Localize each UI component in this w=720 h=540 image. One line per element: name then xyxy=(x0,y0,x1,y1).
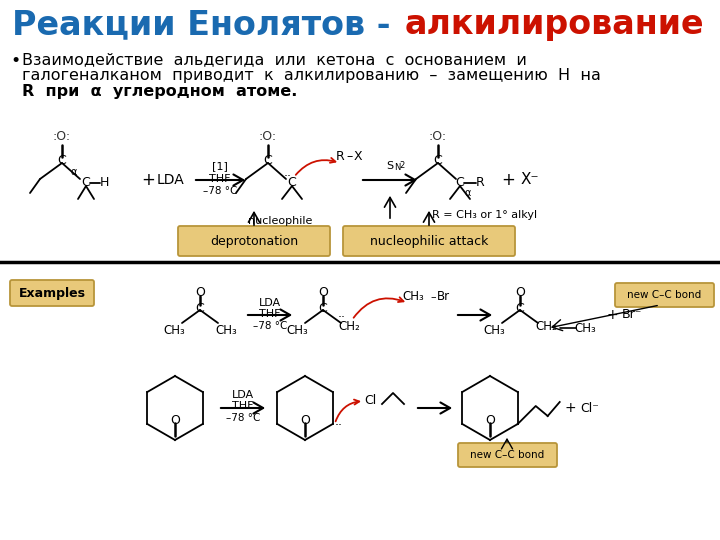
Text: CH₃: CH₃ xyxy=(215,323,237,336)
Text: алкилирование: алкилирование xyxy=(405,8,705,41)
Text: +: + xyxy=(501,171,515,189)
Text: Взаимодействие  альдегида  или  кетона  с  основанием  и: Взаимодействие альдегида или кетона с ос… xyxy=(22,52,527,67)
Text: C: C xyxy=(196,301,204,314)
Text: CH₂: CH₂ xyxy=(535,320,557,333)
Text: CH₂: CH₂ xyxy=(338,320,360,333)
Text: O: O xyxy=(485,414,495,427)
Text: +: + xyxy=(606,308,618,322)
Text: CH₃: CH₃ xyxy=(163,323,185,336)
Text: C: C xyxy=(456,177,464,190)
FancyArrowPatch shape xyxy=(296,158,336,175)
Text: –78 °C: –78 °C xyxy=(253,321,287,331)
Text: –: – xyxy=(430,292,436,302)
Text: X⁻: X⁻ xyxy=(521,172,539,187)
Text: C: C xyxy=(264,154,272,167)
Text: LDA: LDA xyxy=(259,298,281,308)
Text: CH₃: CH₃ xyxy=(286,323,308,336)
Text: nucleophilic attack: nucleophilic attack xyxy=(370,234,488,247)
Text: Реакции Енолятов -: Реакции Енолятов - xyxy=(12,8,402,41)
Text: new C–C bond: new C–C bond xyxy=(470,450,544,460)
Text: N: N xyxy=(394,164,400,172)
Text: R: R xyxy=(336,151,344,164)
Text: [1]: [1] xyxy=(212,161,228,171)
Text: Cl⁻: Cl⁻ xyxy=(580,402,600,415)
Text: X: X xyxy=(354,151,362,164)
Text: –78 °C: –78 °C xyxy=(203,186,237,196)
Text: α: α xyxy=(465,188,471,198)
Text: O: O xyxy=(195,287,205,300)
Text: THF: THF xyxy=(210,174,230,184)
Text: LDA: LDA xyxy=(156,173,184,187)
Text: +: + xyxy=(141,171,155,189)
Text: ··: ·· xyxy=(284,171,292,184)
Text: ··: ·· xyxy=(335,420,343,433)
Text: CH₃: CH₃ xyxy=(483,323,505,336)
Text: O: O xyxy=(170,414,180,427)
FancyArrowPatch shape xyxy=(336,400,359,421)
Text: C: C xyxy=(81,177,91,190)
Text: C: C xyxy=(433,154,442,167)
Text: LDA: LDA xyxy=(232,390,254,400)
Text: C: C xyxy=(319,301,328,314)
Text: new C–C bond: new C–C bond xyxy=(627,290,701,300)
Text: C: C xyxy=(58,154,66,167)
Text: •: • xyxy=(10,52,20,70)
Text: :O:: :O: xyxy=(259,131,277,144)
Text: R  при  α  углеродном  атоме.: R при α углеродном атоме. xyxy=(22,84,297,99)
Text: Cl: Cl xyxy=(364,394,376,407)
Text: +: + xyxy=(564,401,576,415)
Text: O: O xyxy=(515,287,525,300)
Text: Examples: Examples xyxy=(19,287,86,300)
Text: α: α xyxy=(71,167,77,177)
Text: deprotonation: deprotonation xyxy=(210,234,298,247)
Text: Br⁻: Br⁻ xyxy=(622,308,642,321)
Text: H: H xyxy=(99,177,109,190)
FancyBboxPatch shape xyxy=(615,283,714,307)
Text: ··: ·· xyxy=(338,312,346,325)
FancyBboxPatch shape xyxy=(178,226,330,256)
Text: 2: 2 xyxy=(400,161,405,171)
Text: nucleophile: nucleophile xyxy=(248,216,312,226)
Text: –: – xyxy=(347,151,353,164)
Text: C: C xyxy=(516,301,524,314)
Text: THF: THF xyxy=(233,401,253,411)
Text: S: S xyxy=(387,161,394,171)
Text: C: C xyxy=(287,177,297,190)
Text: R = CH₃ or 1° alkyl: R = CH₃ or 1° alkyl xyxy=(433,210,538,220)
Text: O: O xyxy=(318,287,328,300)
Text: CH₃: CH₃ xyxy=(402,291,424,303)
Text: –78 °C: –78 °C xyxy=(226,413,260,423)
Text: THF: THF xyxy=(259,309,281,319)
Text: O: O xyxy=(300,414,310,427)
FancyBboxPatch shape xyxy=(343,226,515,256)
FancyBboxPatch shape xyxy=(10,280,94,306)
Text: галогеналканом  приводит  к  алкилированию  –  замещению  Н  на: галогеналканом приводит к алкилированию … xyxy=(22,68,601,83)
Text: :O:: :O: xyxy=(53,131,71,144)
FancyBboxPatch shape xyxy=(458,443,557,467)
Text: R: R xyxy=(476,177,485,190)
Text: Br: Br xyxy=(436,291,449,303)
FancyArrowPatch shape xyxy=(354,298,403,318)
Text: :O:: :O: xyxy=(429,131,447,144)
Text: CH₃: CH₃ xyxy=(574,321,596,334)
